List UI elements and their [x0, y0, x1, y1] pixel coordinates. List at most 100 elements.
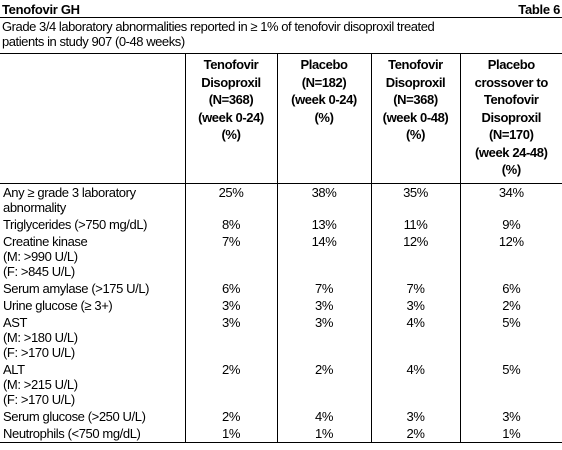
cell-value: 4% [370, 313, 460, 361]
cell-value: 2% [184, 360, 277, 408]
header-line: Placebo [300, 57, 348, 72]
column-header: Tenofovir Disoproxil (N=368) (week 0-48) (%) [370, 53, 460, 184]
table-row: Urine glucose (≥ 3+) 3% 3% 3% 2% [0, 296, 562, 314]
row-label: Serum glucose (>250 U/L) [0, 408, 185, 425]
column-header: Placebo crossover to Tenofovir Disoproxil (N… [459, 53, 562, 184]
header-line: (N=170) [488, 127, 534, 142]
header-line: (%) [314, 109, 334, 125]
cell-value: 7% [184, 232, 277, 280]
header-line: (week 0-24) [198, 109, 264, 125]
table-row: Neutrophils (<750 mg/dL) 1% 1% 2% 1% [0, 424, 562, 443]
header-line: (week 0-48) [382, 109, 449, 125]
cell-value: 25% [184, 183, 277, 216]
cell-value: 1% [276, 424, 371, 443]
row-label: Serum amylase (>175 U/L) [0, 280, 185, 297]
table-row: Serum amylase (>175 U/L) 6% 7% 7% 6% [0, 279, 562, 297]
header-row: Tenofovir Disoproxil (N=368) (week 0-24) (%)… [0, 53, 562, 184]
label-line: (F: >845 U/L) [3, 263, 75, 279]
header-line: Placebo [487, 57, 535, 72]
cell-value: 3% [370, 296, 460, 314]
cell-value: 4% [370, 360, 460, 408]
caption-line: Grade 3/4 laboratory abnormalities repor… [2, 19, 435, 34]
cell-value: 3% [276, 313, 371, 361]
table-row: Triglycerides (>750 mg/dL) 8% 13% 11% 9% [0, 215, 562, 233]
row-label: ALT (M: >215 U/L) (F: >170 U/L) [0, 361, 185, 408]
row-label: Creatine kinase (M: >990 U/L) (F: >845 U/L… [0, 233, 185, 280]
label-line: Serum amylase (>175 U/L) [3, 280, 150, 296]
cell-value: 34% [459, 183, 562, 216]
cell-value: 35% [370, 183, 460, 216]
cell-value: 8% [184, 215, 277, 233]
column-header: Tenofovir Disoproxil (N=368) (week 0-24) (%) [184, 53, 277, 184]
caption-line: patients in study 907 (0-48 weeks) [2, 34, 185, 49]
cell-value: 12% [370, 232, 460, 280]
row-label: Urine glucose (≥ 3+) [0, 297, 185, 314]
table-head: Tenofovir Disoproxil (N=368) (week 0-24) (%)… [0, 53, 562, 184]
cell-value: 3% [459, 407, 562, 425]
header-line: (week 0-24) [291, 92, 357, 107]
label-line: ALT [3, 361, 25, 377]
table-row: ALT (M: >215 U/L) (F: >170 U/L) 2% 2% 4% 5% [0, 360, 562, 408]
header-line: (week 24-48) [474, 144, 548, 160]
header-line: Tenofovir [388, 57, 443, 72]
label-line: Creatine kinase [3, 233, 88, 249]
header-line: (N=368) [208, 92, 254, 107]
cell-value: 2% [370, 424, 460, 443]
title: Tenofovir GH [2, 2, 80, 17]
header-line: (N=368) [393, 92, 438, 107]
header-line: (N=182) [301, 74, 347, 90]
header-line: Tenofovir [483, 92, 539, 107]
cell-value: 12% [459, 232, 562, 280]
cell-value: 7% [276, 279, 371, 297]
table-body: Any ≥ grade 3 laboratory abnormality 25% 38… [0, 183, 562, 443]
header-line: (%) [221, 127, 241, 142]
table-row: Any ≥ grade 3 laboratory abnormality 25% 38… [0, 183, 562, 216]
label-line: Urine glucose (≥ 3+) [3, 297, 113, 313]
cell-value: 14% [276, 232, 371, 280]
label-line: abnormality [3, 199, 66, 215]
cell-value: 1% [184, 424, 277, 443]
table-row: Serum glucose (>250 U/L) 2% 4% 3% 3% [0, 407, 562, 425]
cell-value: 3% [184, 313, 277, 361]
header-line: (%) [405, 127, 426, 142]
cell-value: 13% [276, 215, 371, 233]
row-label: Any ≥ grade 3 laboratory abnormality [0, 183, 185, 216]
cell-value: 11% [370, 215, 460, 233]
cell-value: 5% [459, 360, 562, 408]
label-line: Any ≥ grade 3 laboratory [3, 184, 136, 200]
column-header: Placebo (N=182) (week 0-24) (%) [276, 53, 371, 184]
cell-value: 4% [276, 407, 371, 425]
row-label: AST (M: >180 U/L) (F: >170 U/L) [0, 314, 185, 361]
label-line: Triglycerides (>750 mg/dL) [3, 216, 148, 232]
header-line: Disoproxil [385, 74, 446, 90]
cell-value: 1% [459, 424, 562, 443]
table-row: Creatine kinase (M: >990 U/L) (F: >845 U/L… [0, 232, 562, 280]
label-line: AST [3, 314, 28, 330]
header-line: Tenofovir [203, 57, 259, 72]
empty-header [0, 53, 185, 184]
label-line: Serum glucose (>250 U/L) [3, 408, 146, 424]
header-line: crossover to [474, 74, 549, 90]
caption: Grade 3/4 laboratory abnormalities repor… [0, 17, 562, 53]
cell-value: 3% [370, 407, 460, 425]
table-number: Table 6 [518, 2, 560, 17]
cell-value: 2% [459, 296, 562, 314]
label-line: (F: >170 U/L) [3, 391, 75, 407]
label-line: (M: >215 U/L) [3, 376, 78, 392]
header: Tenofovir GH Table 6 [0, 0, 562, 17]
label-line: Neutrophils (<750 mg/dL) [3, 425, 141, 441]
cell-value: 9% [459, 215, 562, 233]
cell-value: 2% [184, 407, 277, 425]
cell-value: 38% [276, 183, 371, 216]
cell-value: 3% [184, 296, 277, 314]
row-label: Triglycerides (>750 mg/dL) [0, 216, 185, 233]
cell-value: 6% [184, 279, 277, 297]
cell-value: 5% [459, 313, 562, 361]
cell-value: 6% [459, 279, 562, 297]
row-label: Neutrophils (<750 mg/dL) [0, 424, 185, 443]
table: Tenofovir Disoproxil (N=368) (week 0-24) (%)… [0, 53, 562, 443]
label-line: (M: >990 U/L) [3, 248, 78, 264]
cell-value: 7% [370, 279, 460, 297]
header-line: Disoproxil [201, 74, 261, 90]
